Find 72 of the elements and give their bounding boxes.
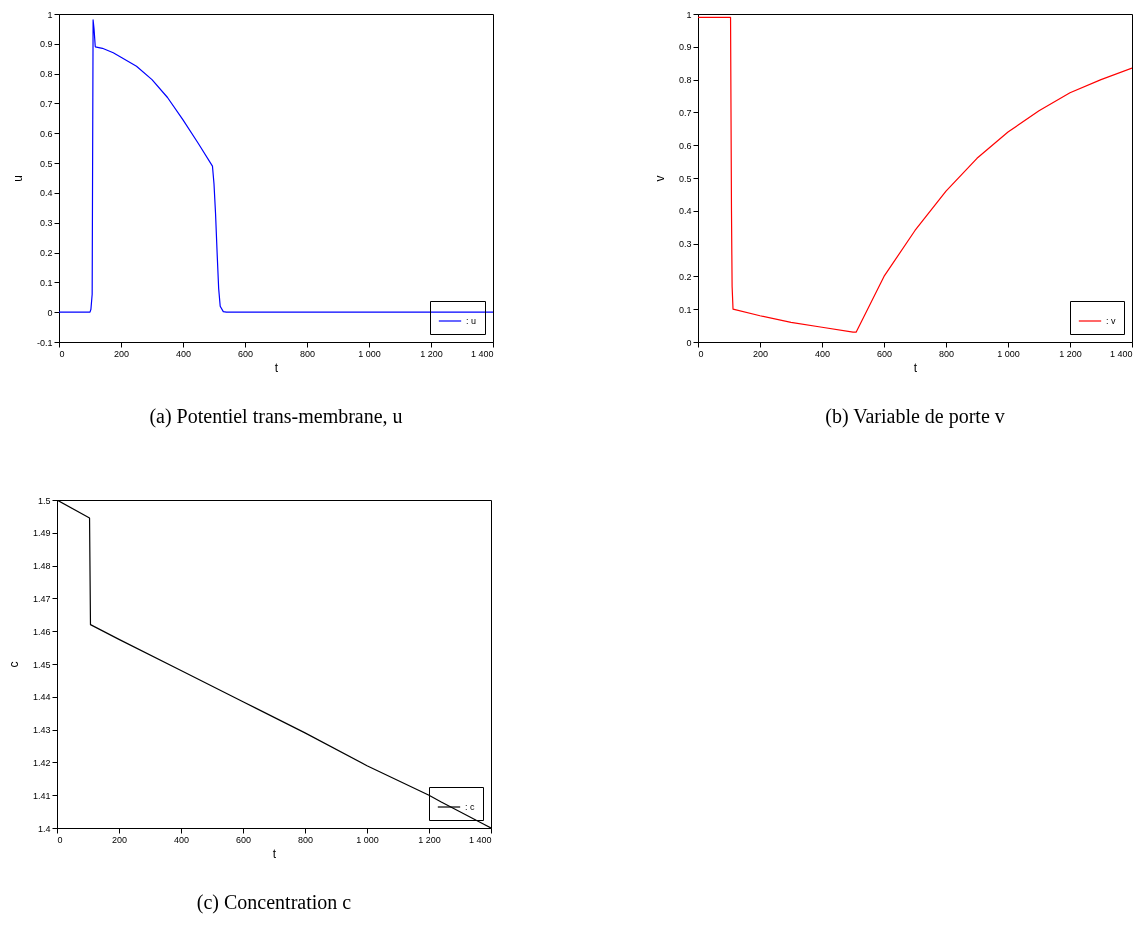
x-axis-title: t (272, 846, 277, 861)
y-axis-title: u (10, 175, 25, 182)
x-tick-label: 1 200 (418, 834, 441, 845)
y-tick-label: 1.43 (32, 725, 51, 736)
x-tick-label: 600 (876, 348, 893, 359)
x-tick-label: 600 (235, 834, 252, 845)
x-axis-title: t (913, 360, 918, 375)
y-tick-label: 0.4 (39, 188, 53, 199)
x-tick-label: 1 200 (420, 348, 443, 359)
y-axis-title: c (6, 661, 21, 668)
y-tick-label: 0.5 (678, 173, 692, 184)
y-tick-label: 0 (686, 337, 692, 348)
y-tick-label: 1.46 (32, 626, 51, 637)
y-tick-label: 0.7 (678, 107, 692, 118)
y-tick-label: 0.3 (39, 218, 53, 229)
x-tick-label: 400 (173, 834, 190, 845)
x-tick-label: 800 (299, 348, 316, 359)
x-tick-label: 200 (111, 834, 128, 845)
line-series (59, 19, 493, 313)
y-tick-label: 0.1 (39, 277, 53, 288)
y-tick-label: 1.49 (32, 528, 51, 539)
y-tick-label: 1 (47, 9, 53, 20)
y-tick-label: 0.6 (39, 128, 53, 139)
legend-label: : c (465, 802, 475, 812)
x-tick-label: 0 (57, 834, 63, 845)
y-axis-title: v (652, 175, 667, 182)
x-tick-label: 1 000 (358, 348, 381, 359)
x-tick-label: 800 (297, 834, 314, 845)
y-tick-label: 1.41 (32, 790, 51, 801)
y-tick-label: 0 (47, 307, 53, 318)
y-tick-label: 0.7 (39, 98, 53, 109)
text: (c) Concentration c (196, 891, 352, 914)
x-tick-label: 0 (698, 348, 704, 359)
y-tick-label: 0.1 (678, 304, 692, 315)
y-tick-label: 0.9 (678, 42, 692, 53)
x-tick-label: 1 000 (997, 348, 1020, 359)
y-tick-label: 1.48 (32, 561, 51, 572)
text: (a) Potentiel trans-membrane, u (149, 405, 403, 428)
y-tick-label: 0.6 (678, 140, 692, 151)
y-tick-label: 0.3 (678, 239, 692, 250)
x-tick-label: 600 (237, 348, 254, 359)
x-tick-label: 400 (175, 348, 192, 359)
x-tick-label: 0 (59, 348, 65, 359)
x-tick-label: 200 (752, 348, 769, 359)
x-tick-label: 1 000 (356, 834, 379, 845)
legend-label: : u (466, 316, 477, 326)
y-tick-label: 1.42 (32, 757, 51, 768)
y-tick-label: 0.2 (39, 248, 53, 259)
x-axis-title: t (274, 360, 279, 375)
y-tick-label: 0.8 (39, 69, 53, 80)
legend-label: : v (1106, 316, 1116, 326)
y-tick-label: 1.47 (32, 593, 51, 604)
y-tick-label: 0.2 (678, 271, 692, 282)
y-tick-label: 0.8 (678, 75, 692, 86)
x-tick-label: 400 (814, 348, 831, 359)
y-tick-label: 1.4 (37, 823, 51, 834)
line-series (698, 16, 1132, 333)
y-tick-label: 1.5 (37, 495, 51, 506)
x-tick-label: 1 200 (1059, 348, 1082, 359)
y-tick-label: 0.9 (39, 39, 53, 50)
y-tick-label: 0.4 (678, 206, 692, 217)
x-tick-label: 1 400 (468, 834, 492, 845)
y-tick-label: 1.44 (32, 692, 51, 703)
y-tick-label: 1 (686, 9, 692, 20)
y-tick-label: 1.45 (32, 659, 51, 670)
x-tick-label: 1 400 (470, 348, 494, 359)
y-tick-label: -0.1 (36, 337, 53, 348)
text: (b) Variable de porte v (825, 405, 1005, 428)
x-tick-label: 1 400 (1109, 348, 1133, 359)
y-tick-label: 0.5 (39, 158, 53, 169)
x-tick-label: 200 (113, 348, 130, 359)
x-tick-label: 800 (938, 348, 955, 359)
